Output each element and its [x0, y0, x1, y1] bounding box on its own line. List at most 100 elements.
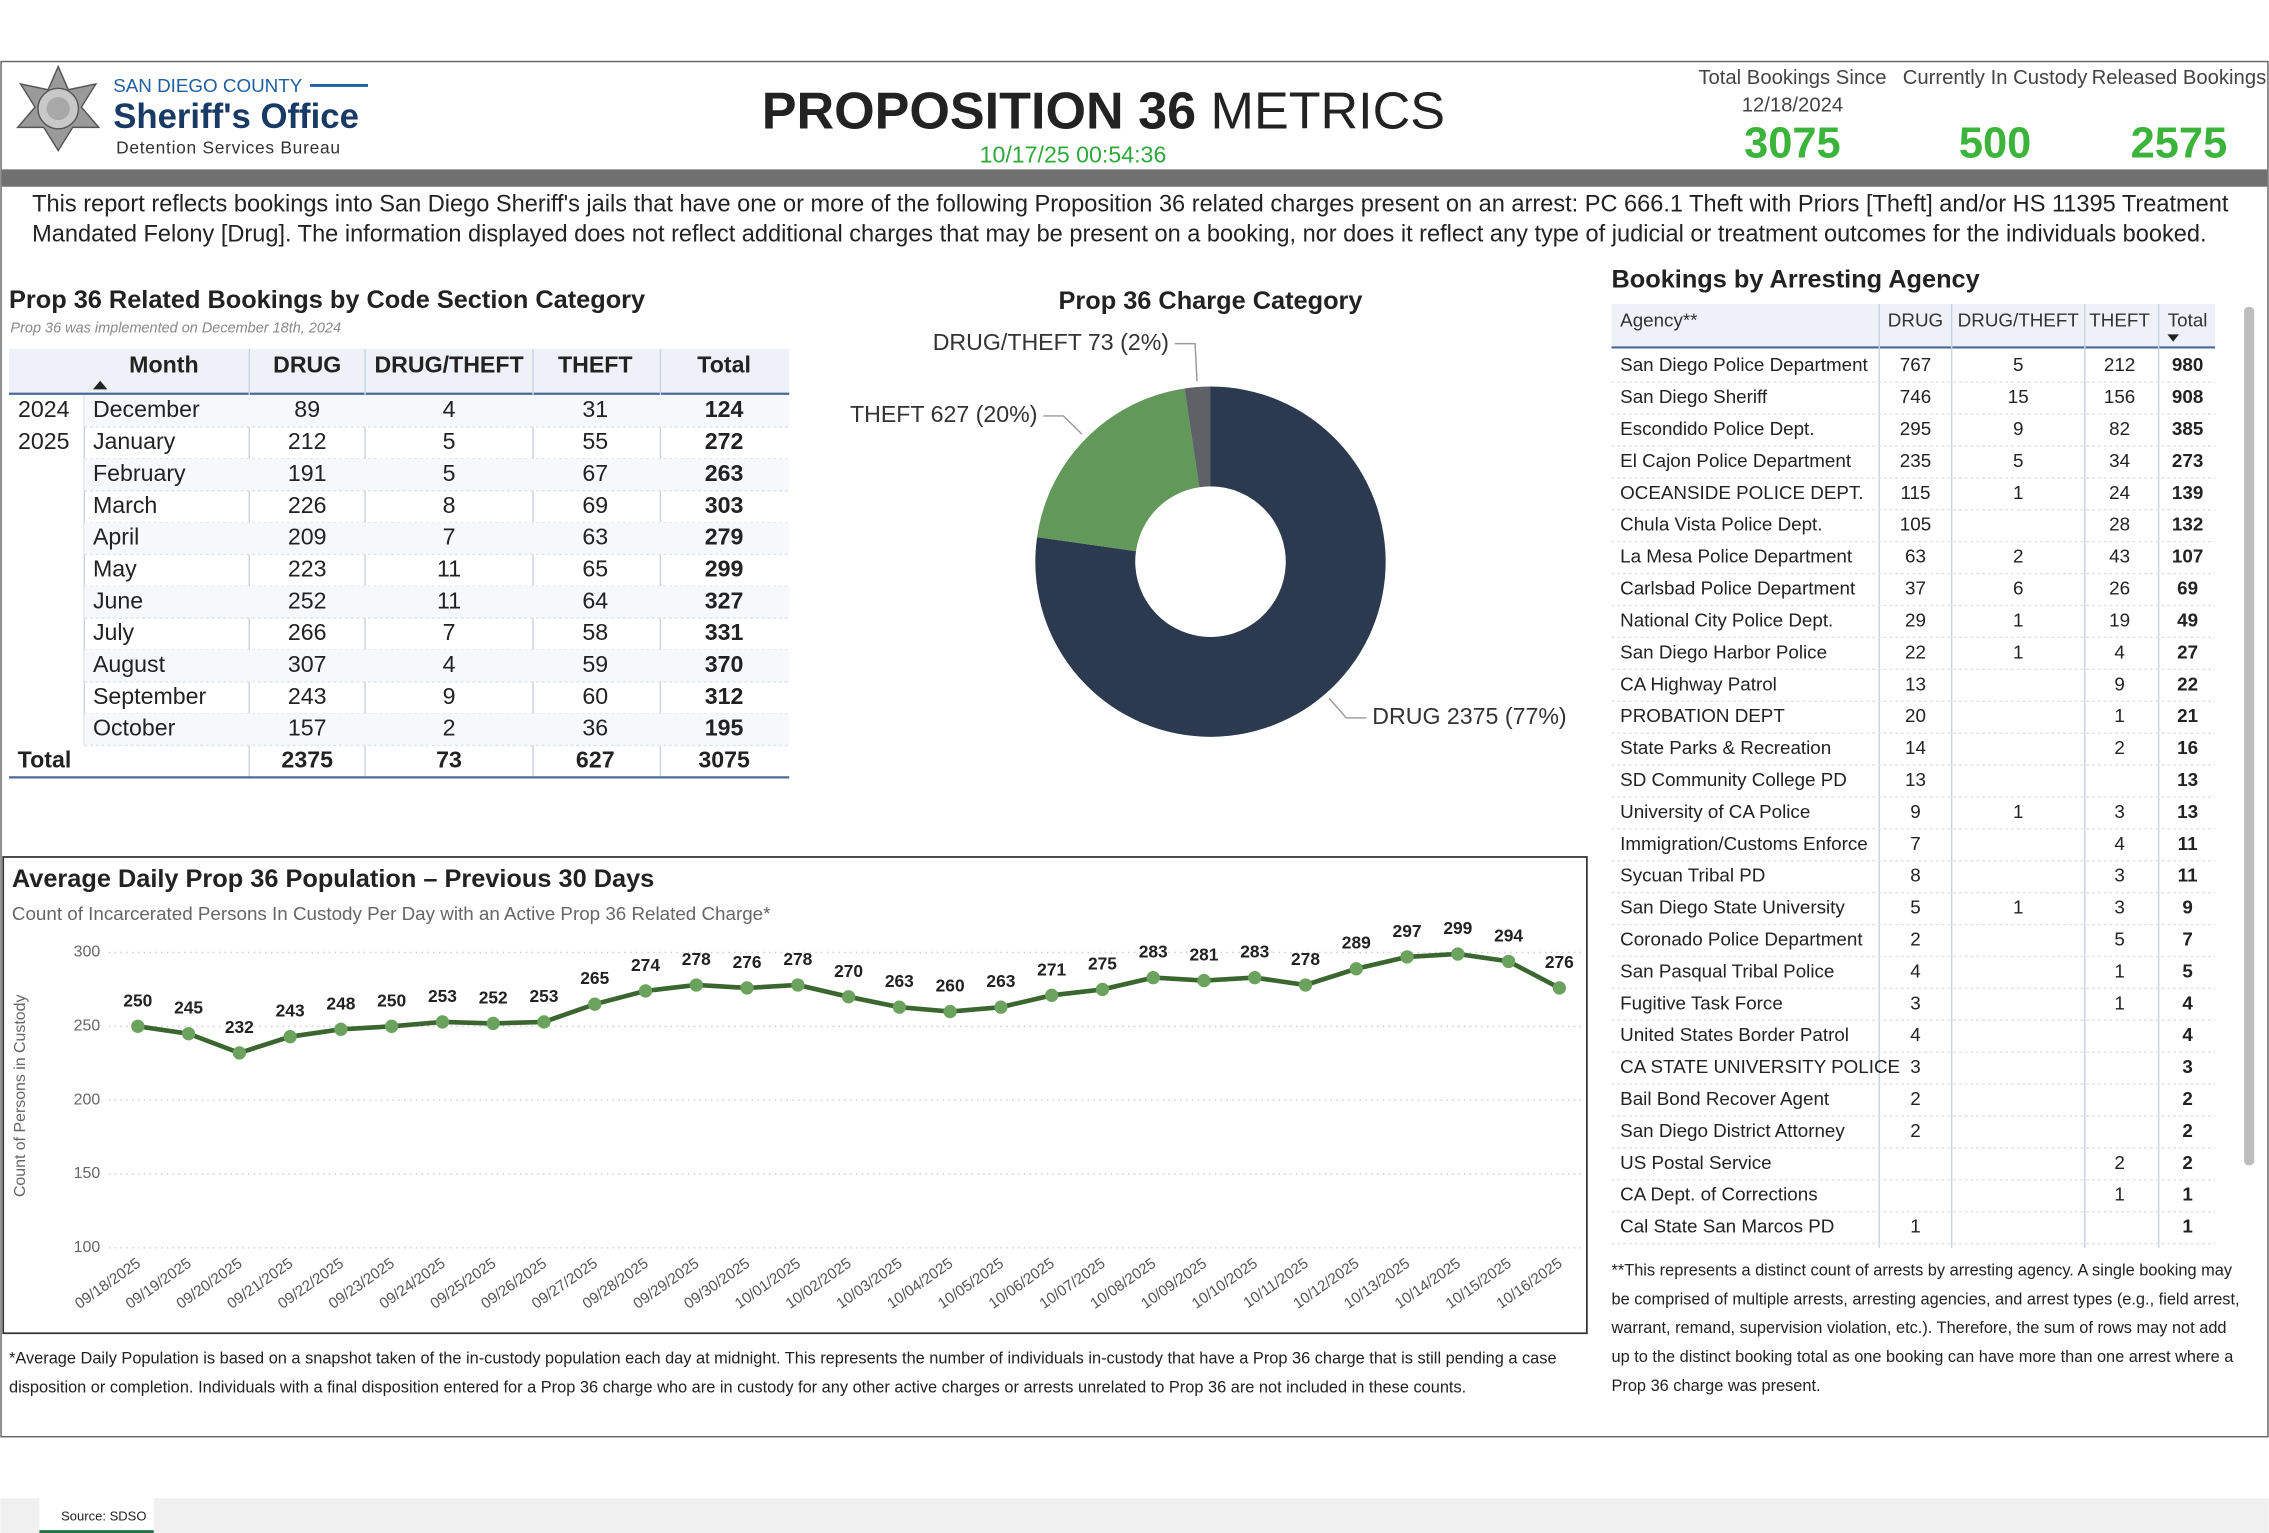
description-box: This report reflects bookings into San D…	[32, 191, 2228, 247]
data-label: 253	[428, 986, 457, 1006]
number-cell: 124	[705, 396, 744, 422]
number-cell: 1	[2114, 960, 2124, 981]
tab[interactable]	[39, 1498, 154, 1533]
data-label: 299	[1443, 918, 1472, 938]
table-title: Bookings by Arresting Agency	[1611, 266, 1979, 294]
number-cell: 7	[443, 619, 456, 645]
year-cell: 2025	[18, 428, 70, 454]
y-tick-label: 150	[74, 1165, 101, 1182]
report-frame	[0, 60, 2269, 1438]
number-cell: 11	[437, 587, 461, 613]
column-header: Total	[697, 351, 751, 377]
number-cell: 263	[705, 460, 744, 486]
month-cell: December	[93, 396, 200, 422]
number-cell: 212	[288, 428, 327, 454]
number-cell: 370	[705, 651, 744, 677]
data-point	[588, 997, 602, 1011]
number-cell: 22	[1905, 641, 1926, 662]
number-cell: 58	[582, 619, 608, 645]
data-point	[1045, 988, 1059, 1002]
data-label: 289	[1342, 933, 1371, 953]
logo	[16, 64, 101, 152]
number-cell: 31	[582, 396, 608, 422]
number-cell: 59	[582, 651, 608, 677]
title-light: METRICS	[1211, 82, 1446, 140]
data-label: 294	[1494, 925, 1523, 945]
tab-label[interactable]: Source: SDSO	[61, 1509, 146, 1524]
number-cell: 2	[1910, 1088, 1920, 1109]
number-cell: 2	[2182, 1088, 2192, 1109]
data-point	[181, 1027, 196, 1041]
number-cell: 2	[1910, 928, 1920, 949]
agency-name: Cal State San Marcos PD	[1620, 1216, 1834, 1237]
agency-name: San Pasqual Tribal Police	[1620, 960, 1834, 981]
data-label: 278	[783, 949, 812, 969]
number-cell: 20	[1905, 705, 1926, 726]
number-cell: 252	[288, 587, 327, 613]
number-cell: 5	[1910, 897, 1920, 918]
month-cell: April	[93, 524, 139, 550]
total-cell: 73	[436, 747, 462, 773]
scrollbar	[2244, 306, 2255, 1166]
data-label: 270	[834, 961, 863, 981]
number-cell: 307	[288, 651, 327, 677]
number-cell: 2	[2182, 1120, 2192, 1141]
y-axis-label: Count of Persons in Custody	[12, 995, 29, 1198]
number-cell: 9	[443, 683, 456, 709]
number-cell: 107	[2172, 546, 2203, 567]
y-tick-label: 250	[74, 1018, 101, 1035]
number-cell: 65	[582, 555, 608, 581]
data-label: 283	[1240, 942, 1269, 962]
row-band	[84, 649, 790, 682]
org-line2: Sheriff's Office	[113, 98, 359, 136]
number-cell: 4	[2114, 641, 2124, 662]
data-label: 271	[1037, 959, 1066, 979]
number-cell: 13	[2177, 769, 2198, 790]
number-cell: 767	[1900, 354, 1931, 375]
agency-name: University of CA Police	[1620, 801, 1810, 822]
data-point	[1552, 981, 1567, 995]
column-header: THEFT	[558, 351, 633, 377]
data-label: 297	[1393, 921, 1422, 941]
row-band	[84, 586, 790, 619]
agency-name: San Diego Police Department	[1620, 354, 1868, 375]
number-cell: 273	[2172, 450, 2203, 471]
agency-name: United States Border Patrol	[1620, 1024, 1849, 1045]
number-cell: 1	[2114, 992, 2124, 1013]
agency-footnote-box: **This represents a distinct count of ar…	[1611, 1262, 2239, 1395]
number-cell: 235	[1900, 450, 1931, 471]
number-cell: 5	[2182, 960, 2192, 981]
total-label: Total	[18, 747, 72, 773]
agency-name: Carlsbad Police Department	[1620, 578, 1856, 599]
data-point	[740, 981, 754, 995]
number-cell: 195	[705, 715, 744, 741]
number-cell: 21	[2177, 705, 2198, 726]
number-cell: 266	[288, 619, 327, 645]
number-cell: 1	[2114, 705, 2124, 726]
agency-name: San Diego District Attorney	[1620, 1120, 1845, 1141]
total-cell: 627	[576, 747, 615, 773]
agency-name: San Diego Harbor Police	[1620, 641, 1827, 662]
y-tick-label: 200	[74, 1091, 101, 1108]
agency-name: San Diego State University	[1620, 897, 1845, 918]
chart-title: Average Daily Prop 36 Population – Previ…	[12, 865, 654, 893]
number-cell: 22	[2177, 673, 2198, 694]
timestamp: 10/17/25 00:54:36	[980, 141, 1167, 167]
data-point	[1349, 962, 1363, 976]
number-cell: 9	[2114, 673, 2124, 694]
number-cell: 980	[2172, 354, 2203, 375]
number-cell: 209	[288, 524, 327, 550]
number-cell: 3	[2114, 897, 2124, 918]
number-cell: 295	[1900, 418, 1931, 439]
number-cell: 908	[2172, 386, 2203, 407]
data-label: 260	[936, 976, 965, 996]
number-cell: 4	[443, 651, 456, 677]
number-cell: 6	[2013, 578, 2023, 599]
number-cell: 43	[2109, 546, 2130, 567]
number-cell: 3	[2182, 1056, 2192, 1077]
number-cell: 24	[2109, 482, 2130, 503]
number-cell: 26	[2109, 578, 2130, 599]
data-label: 250	[377, 990, 406, 1010]
number-cell: 2	[2013, 546, 2023, 567]
